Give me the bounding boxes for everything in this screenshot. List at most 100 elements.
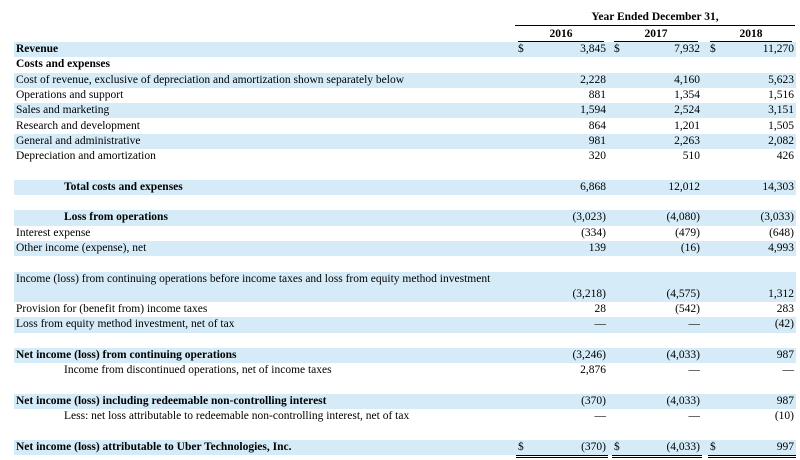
table-row: Cost of revenue, exclusive of depreciati… [14, 72, 796, 88]
value-cell: 426 [776, 150, 794, 163]
row-label: Sales and marketing [16, 104, 110, 117]
value-cell: 139 [588, 241, 606, 254]
table-row: Net income (loss) including redeemable n… [14, 393, 796, 410]
value-cell: 987 [776, 394, 794, 407]
table-row: Less: net loss attributable to redeemabl… [14, 409, 796, 424]
table-row: Costs and expenses [14, 57, 796, 72]
value-cell: 2,876 [580, 364, 606, 377]
value-cell: 3,845 [580, 43, 606, 55]
table-row: Total costs and expenses 6,868 12,012 14,30… [14, 179, 796, 195]
value-cell: 987 [776, 349, 794, 361]
value-cell: 12,012 [668, 180, 700, 193]
underline [708, 455, 796, 459]
value-cell: 1,594 [580, 104, 606, 117]
table-row: Interest expense (334) (479) (648) [14, 226, 796, 241]
value-cell: 283 [776, 303, 794, 316]
row-label: Research and development [16, 119, 140, 132]
row-label: Income from discontinued operations, net… [64, 364, 332, 377]
value-cell: (3,246) [572, 349, 606, 361]
table-row: Other income (expense), net 139 (16) 4,993 [14, 240, 796, 257]
value-cell: (3,033) [760, 211, 794, 224]
value-cell: 28 [594, 303, 607, 316]
value-cell: — [594, 318, 607, 331]
value-cell: 2,228 [580, 73, 606, 86]
row-label: Costs and expenses [16, 58, 110, 71]
value-cell: 1,516 [768, 88, 794, 101]
table-row: Depreciation and amortization 320 510 426 [14, 149, 796, 164]
underline [516, 455, 608, 459]
value-cell: (42) [774, 318, 794, 331]
value-cell: (479) [675, 226, 700, 239]
value-cell: (648) [769, 226, 794, 239]
row-label: Net income (loss) from continuing operat… [16, 349, 237, 361]
value-cell: (4,033) [666, 349, 700, 361]
row-label: Loss from equity method investment, net … [16, 318, 235, 331]
value-cell: 1,312 [768, 287, 794, 300]
row-label: Provision for (benefit from) income taxe… [16, 303, 208, 316]
value-cell: 2,524 [674, 104, 700, 117]
value-cell: 1,505 [768, 119, 794, 132]
row-label: Interest expense [16, 226, 91, 239]
currency-symbol: $ [710, 440, 716, 453]
table-row: Loss from operations (3,023) (4,080) (3,033… [14, 210, 796, 226]
value-cell: — [688, 318, 701, 331]
value-cell: 1,201 [674, 119, 700, 132]
value-cell: (10) [774, 410, 794, 423]
value-cell: 14,303 [762, 180, 794, 193]
currency-symbol: $ [518, 43, 524, 55]
value-cell: — [782, 364, 795, 377]
table-row: Net income (loss) from continuing operat… [14, 348, 796, 364]
value-cell: 4,160 [674, 73, 700, 86]
value-cell: (3,218) [572, 287, 606, 300]
row-label: Cost of revenue, exclusive of depreciati… [16, 73, 404, 86]
table-row: Provision for (benefit from) income taxe… [14, 302, 796, 317]
row-label: General and administrative [16, 134, 141, 147]
table-row: Sales and marketing 1,594 2,524 3,151 [14, 103, 796, 119]
currency-symbol: $ [518, 440, 524, 453]
value-cell: (4,033) [666, 394, 700, 407]
value-cell: 2,263 [674, 134, 700, 147]
value-cell: 4,993 [768, 241, 794, 254]
row-label: Net income (loss) including redeemable n… [16, 394, 327, 407]
value-cell: 320 [588, 150, 606, 163]
value-cell: 997 [776, 440, 794, 453]
currency-symbol: $ [710, 43, 716, 55]
value-cell: 864 [588, 119, 606, 132]
value-cell: (4,033) [666, 440, 700, 453]
value-cell: 11,270 [762, 43, 794, 55]
value-cell: — [688, 410, 701, 423]
table-row: Loss from equity method investment, net … [14, 317, 796, 333]
year-header: 2018 [710, 28, 792, 42]
currency-symbol: $ [614, 440, 620, 453]
value-cell: 1,354 [674, 88, 700, 101]
value-cell: (4,080) [666, 211, 700, 224]
value-cell: (3,023) [572, 211, 606, 224]
value-cell: — [594, 410, 607, 423]
row-label: Less: net loss attributable to redeemabl… [64, 410, 410, 423]
table-row: Research and development 864 1,201 1,505 [14, 119, 796, 134]
value-cell: (16) [680, 241, 700, 254]
value-cell: (370) [581, 440, 606, 453]
value-cell: 5,623 [768, 73, 794, 86]
row-label: Loss from operations [64, 211, 168, 224]
value-cell: 2,082 [768, 134, 794, 147]
value-cell: (542) [675, 303, 700, 316]
value-cell: — [688, 364, 701, 377]
table-row: Income from discontinued operations, net… [14, 363, 796, 378]
table-row: Revenue $3,845 $7,932 $11,270 [14, 42, 796, 58]
value-cell: (370) [581, 394, 606, 407]
period-header: Year Ended December 31, [515, 11, 795, 26]
row-label: Other income (expense), net [16, 241, 147, 254]
row-label: Total costs and expenses [64, 180, 183, 193]
row-label: Operations and support [16, 88, 124, 101]
table-row: Income (loss) from continuing operations… [14, 271, 796, 303]
underline [612, 455, 702, 459]
value-cell: 3,151 [768, 104, 794, 117]
value-cell: 6,868 [580, 180, 606, 193]
value-cell: 881 [588, 88, 606, 101]
row-label: Depreciation and amortization [16, 150, 156, 163]
currency-symbol: $ [614, 43, 620, 55]
table-row: Net income (loss) attributable to Uber T… [14, 439, 796, 459]
row-label: Income (loss) from continuing operations… [16, 272, 491, 285]
